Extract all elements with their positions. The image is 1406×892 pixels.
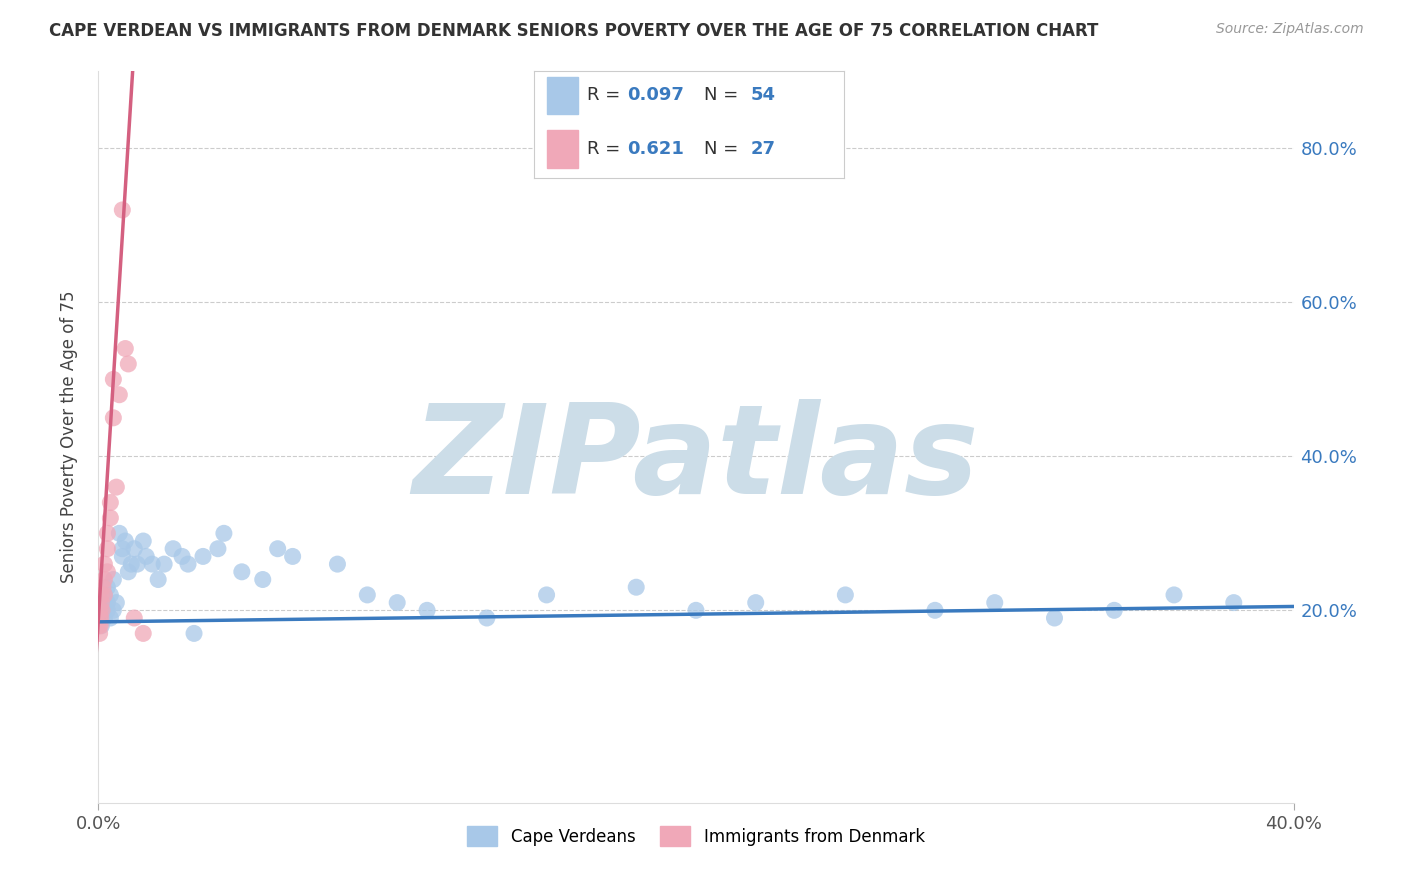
Point [105,480,128,494]
Point [626,580,648,594]
Text: 54: 54 [751,87,776,104]
Point [124,541,146,556]
Point [1104,603,1126,617]
Text: R =: R = [586,87,626,104]
Point [475,611,498,625]
Point [191,549,214,564]
Point [108,526,131,541]
Point [536,588,558,602]
Point [103,410,125,425]
Point [356,588,378,602]
Point [1163,588,1185,602]
Point [416,603,439,617]
Point [111,549,134,564]
Point [96,603,118,617]
Point [93,611,115,625]
Point [89,611,111,625]
Point [132,534,155,549]
Point [89,626,111,640]
Point [212,526,235,541]
Point [96,541,118,556]
Point [117,565,139,579]
Point [87,618,110,632]
Point [252,573,274,587]
Point [135,549,157,564]
Point [111,202,134,217]
Point [231,565,253,579]
Point [132,626,155,640]
Point [90,611,112,625]
Point [111,541,134,556]
Text: N =: N = [704,140,744,158]
Point [103,573,125,587]
Point [834,588,856,602]
Point [124,611,146,625]
Point [114,342,136,356]
Point [91,580,114,594]
Point [89,603,111,617]
Point [267,541,290,556]
Point [172,549,194,564]
Text: R =: R = [586,140,631,158]
Bar [547,130,578,168]
Point [93,588,115,602]
Point [103,603,125,617]
Point [207,541,229,556]
Point [183,626,205,640]
Point [127,557,149,571]
Point [385,596,409,610]
Point [1223,596,1246,610]
Point [89,611,111,625]
Point [98,588,122,602]
Point [93,573,115,587]
Text: 0.097: 0.097 [627,87,683,104]
Point [105,596,128,610]
Text: CAPE VERDEAN VS IMMIGRANTS FROM DENMARK SENIORS POVERTY OVER THE AGE OF 75 CORRE: CAPE VERDEAN VS IMMIGRANTS FROM DENMARK … [49,22,1098,40]
Point [141,557,163,571]
Point [153,557,176,571]
Text: ZIPatlas: ZIPatlas [413,399,979,519]
Text: 27: 27 [751,140,776,158]
Point [96,596,118,610]
Bar [547,77,578,114]
Point [326,557,349,571]
Point [89,618,111,632]
Point [93,557,115,571]
Point [162,541,184,556]
Point [90,603,112,617]
Point [98,611,122,625]
Legend: Cape Verdeans, Immigrants from Denmark: Cape Verdeans, Immigrants from Denmark [461,820,931,853]
Point [177,557,200,571]
Point [98,511,122,525]
Point [1043,611,1066,625]
Text: Source: ZipAtlas.com: Source: ZipAtlas.com [1216,22,1364,37]
Point [96,565,118,579]
Text: 0.621: 0.621 [627,140,683,158]
Point [90,618,112,632]
Point [281,549,304,564]
Point [96,526,118,541]
Point [98,495,122,509]
Point [148,573,170,587]
Point [103,372,125,386]
Point [93,588,115,602]
Point [93,596,115,610]
Point [745,596,768,610]
Point [90,596,112,610]
Point [984,596,1007,610]
Point [114,534,136,549]
Point [685,603,707,617]
Point [120,557,142,571]
Point [96,580,118,594]
Point [108,388,131,402]
Point [117,357,139,371]
Text: N =: N = [704,87,744,104]
Point [924,603,946,617]
Y-axis label: Seniors Poverty Over the Age of 75: Seniors Poverty Over the Age of 75 [59,291,77,583]
Point [90,588,112,602]
Point [91,603,114,617]
